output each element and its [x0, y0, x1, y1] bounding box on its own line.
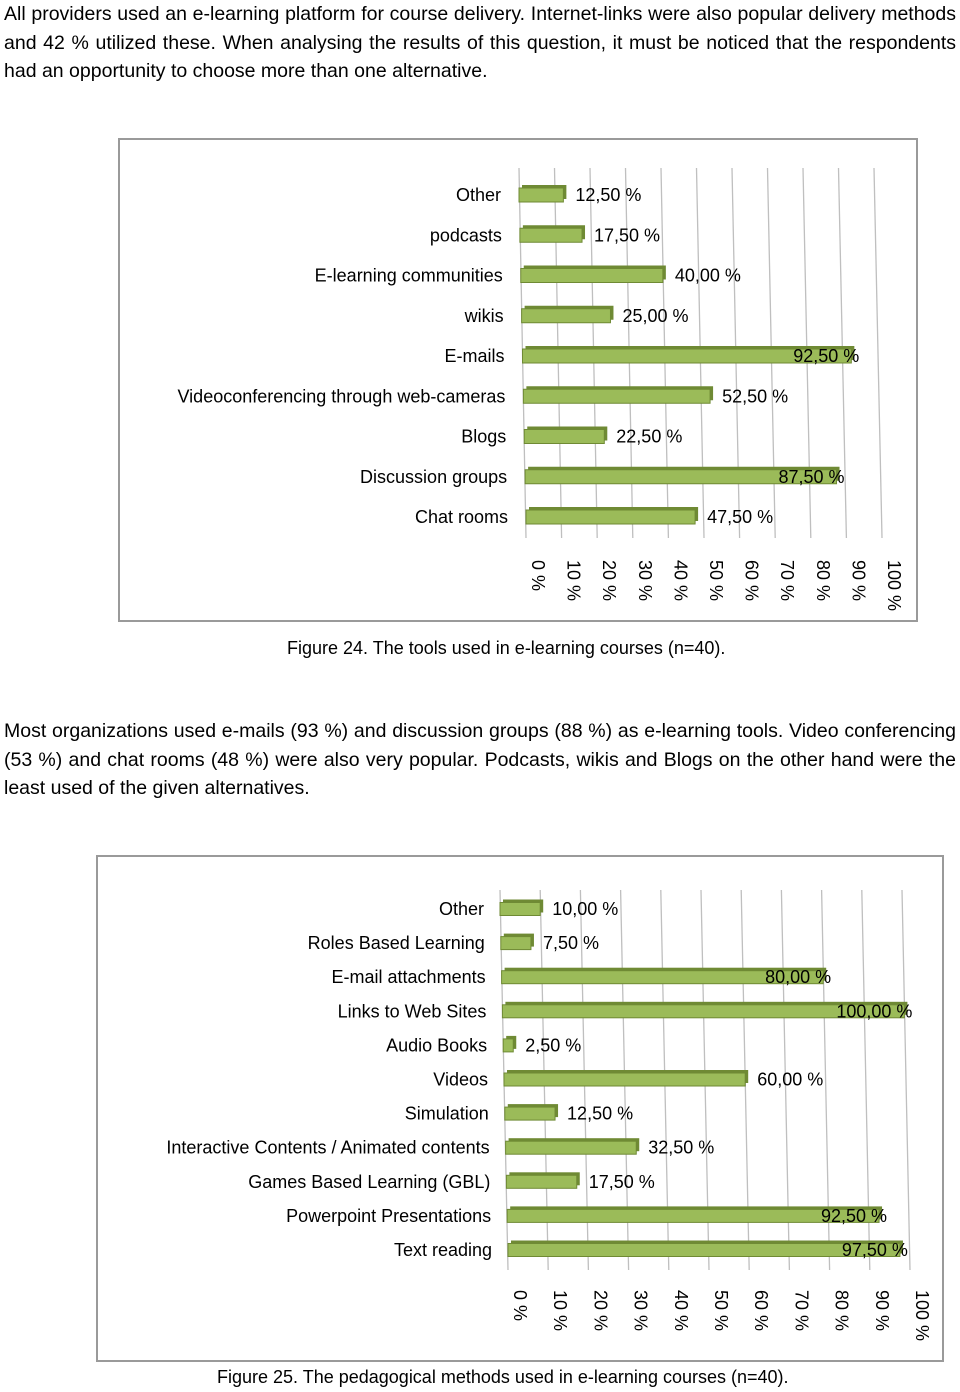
- category-label: Text reading: [394, 1240, 492, 1260]
- chart-frame-tools: [118, 138, 918, 622]
- bar: [505, 1140, 637, 1155]
- bar: [500, 936, 532, 951]
- category-label: Roles Based Learning: [308, 933, 485, 953]
- gridline: [901, 889, 911, 1271]
- x-tick-label: 40 %: [670, 560, 690, 601]
- bar: [502, 1038, 514, 1053]
- x-tick-label: 80 %: [813, 560, 833, 601]
- x-tick-label: 60 %: [751, 1290, 771, 1331]
- data-label: 92,50 %: [793, 346, 859, 366]
- bar: [506, 1208, 880, 1223]
- x-tick-label: 50 %: [706, 560, 726, 601]
- category-label: E-mails: [444, 346, 504, 366]
- data-label: 17,50 %: [594, 225, 660, 245]
- x-tick-label: 50 %: [711, 1290, 731, 1331]
- x-tick-label: 40 %: [671, 1290, 691, 1331]
- x-tick-label: 100 %: [912, 1290, 932, 1341]
- category-label: Games Based Learning (GBL): [248, 1172, 490, 1192]
- category-label: Chat rooms: [415, 507, 508, 527]
- category-label: Blogs: [461, 427, 506, 447]
- data-label: 2,50 %: [525, 1035, 581, 1055]
- category-label: Links to Web Sites: [338, 1001, 487, 1021]
- x-tick-label: 10 %: [564, 560, 584, 601]
- bar: [507, 1243, 901, 1257]
- data-label: 87,50 %: [778, 467, 844, 487]
- x-tick-label: 70 %: [777, 560, 797, 601]
- data-label: 47,50 %: [707, 507, 773, 527]
- category-label: Other: [439, 899, 484, 919]
- data-label: 52,50 %: [722, 386, 788, 406]
- data-label: 7,50 %: [543, 933, 599, 953]
- bar: [503, 1072, 746, 1087]
- bar: [499, 902, 541, 916]
- bar: [524, 469, 838, 485]
- data-label: 32,50 %: [648, 1138, 714, 1158]
- data-label: 12,50 %: [567, 1104, 633, 1124]
- x-tick-label: 20 %: [590, 1290, 610, 1331]
- bar: [521, 308, 611, 324]
- x-tick-label: 90 %: [848, 560, 868, 601]
- x-tick-label: 30 %: [635, 560, 655, 601]
- bar: [525, 509, 696, 525]
- category-label: Other: [456, 185, 501, 205]
- figure-24-caption: Figure 24. The tools used in e-learning …: [287, 638, 726, 658]
- summary-paragraph: Most organizations used e-mails (93 %) a…: [4, 720, 956, 799]
- data-label: 60,00 %: [757, 1070, 823, 1090]
- x-tick-label: 20 %: [599, 560, 619, 601]
- category-label: podcasts: [430, 225, 502, 245]
- category-label: Videoconferencing through web-cameras: [178, 386, 506, 406]
- bar: [520, 268, 664, 283]
- x-tick-label: 80 %: [832, 1290, 852, 1331]
- bar: [504, 1106, 556, 1121]
- data-label: 10,00 %: [552, 899, 618, 919]
- category-label: E-learning communities: [315, 266, 503, 286]
- bar: [518, 187, 564, 203]
- x-tick-label: 60 %: [742, 560, 762, 601]
- x-tick-label: 0 %: [528, 560, 548, 591]
- bar: [501, 970, 824, 985]
- figure-25-caption: Figure 25. The pedagogical methods used …: [217, 1367, 789, 1387]
- category-label: Powerpoint Presentations: [286, 1206, 491, 1226]
- category-label: Simulation: [405, 1104, 489, 1124]
- x-tick-label: 90 %: [872, 1290, 892, 1331]
- category-label: Videos: [433, 1070, 488, 1090]
- data-label: 100,00 %: [836, 1001, 912, 1021]
- bar: [501, 1004, 905, 1019]
- bar: [519, 227, 583, 243]
- data-label: 12,50 %: [575, 185, 641, 205]
- data-label: 97,50 %: [842, 1240, 908, 1260]
- x-tick-label: 10 %: [550, 1290, 570, 1331]
- bar: [523, 429, 605, 444]
- bar: [522, 388, 711, 404]
- gridline: [873, 167, 883, 539]
- data-label: 22,50 %: [616, 427, 682, 447]
- category-label: E-mail attachments: [332, 967, 486, 987]
- data-label: 92,50 %: [821, 1206, 887, 1226]
- data-label: 17,50 %: [589, 1172, 655, 1192]
- bar: [505, 1174, 578, 1189]
- x-tick-label: 0 %: [510, 1290, 530, 1321]
- category-label: wikis: [464, 306, 504, 326]
- intro-paragraph: All providers used an e-learning platfor…: [4, 3, 956, 82]
- category-label: Interactive Contents / Animated contents: [166, 1138, 489, 1158]
- bar: [522, 348, 852, 364]
- category-label: Audio Books: [386, 1035, 487, 1055]
- category-label: Discussion groups: [360, 467, 507, 487]
- x-tick-label: 100 %: [884, 560, 904, 611]
- data-label: 80,00 %: [765, 967, 831, 987]
- x-tick-label: 70 %: [791, 1290, 811, 1331]
- data-label: 40,00 %: [675, 266, 741, 286]
- x-tick-label: 30 %: [631, 1290, 651, 1331]
- data-label: 25,00 %: [622, 306, 688, 326]
